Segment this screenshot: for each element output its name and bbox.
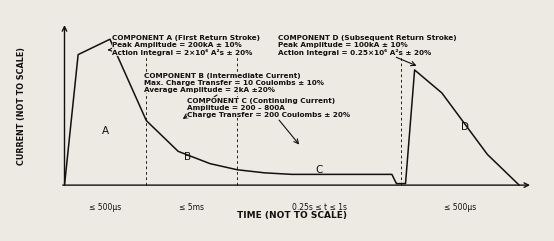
Text: COMPONENT B (Intermediate Current)
Max. Charge Transfer = 10 Coulombs ± 10%
Aver: COMPONENT B (Intermediate Current) Max. … (144, 73, 324, 118)
Text: ≤ 500μs: ≤ 500μs (444, 203, 476, 212)
Text: COMPONENT A (First Return Stroke)
Peak Amplitude = 200kA ± 10%
Action Integral =: COMPONENT A (First Return Stroke) Peak A… (109, 35, 260, 56)
Text: D: D (460, 122, 469, 132)
Text: C: C (315, 165, 323, 175)
Text: TIME (NOT TO SCALE): TIME (NOT TO SCALE) (237, 211, 347, 220)
Text: CURRENT (NOT TO SCALE): CURRENT (NOT TO SCALE) (17, 47, 26, 165)
Text: ≤ 500μs: ≤ 500μs (89, 203, 121, 212)
Text: A: A (102, 126, 109, 136)
Text: ≤ 5ms: ≤ 5ms (179, 203, 204, 212)
Text: 0.25s ≤ t ≤ 1s: 0.25s ≤ t ≤ 1s (291, 203, 347, 212)
Text: B: B (184, 153, 191, 162)
Text: COMPONENT D (Subsequent Return Stroke)
Peak Amplitude = 100kA ± 10%
Action Integ: COMPONENT D (Subsequent Return Stroke) P… (278, 35, 457, 66)
Text: COMPONENT C (Continuing Current)
Amplitude = 200 – 800A
Charge Transfer = 200 Co: COMPONENT C (Continuing Current) Amplitu… (187, 98, 350, 144)
